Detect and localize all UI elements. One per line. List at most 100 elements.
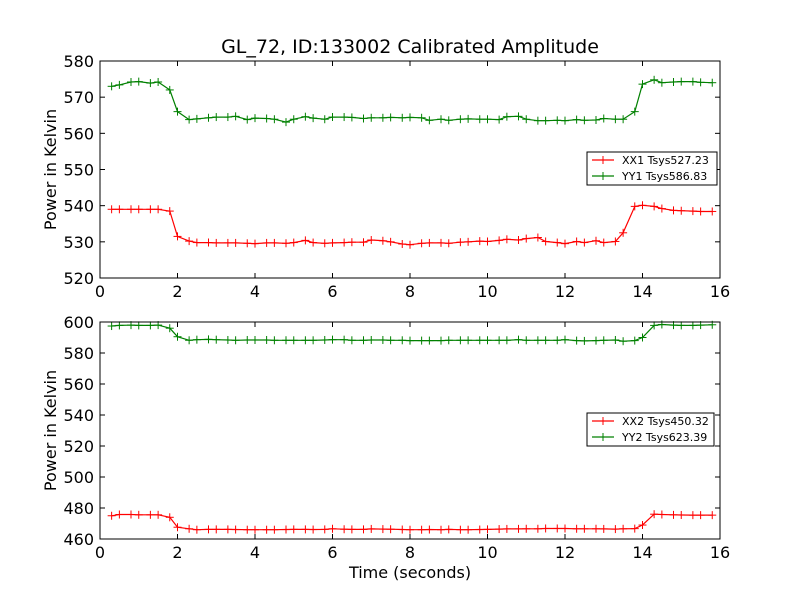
data-point <box>677 77 686 86</box>
legend-marker <box>599 156 607 164</box>
data-point <box>212 113 221 122</box>
data-point <box>289 238 298 247</box>
data-point <box>173 332 182 341</box>
data-point <box>212 335 221 344</box>
data-point <box>425 116 434 125</box>
x-tick-label: 0 <box>95 282 105 301</box>
data-point <box>378 236 387 245</box>
data-point <box>406 240 414 249</box>
x-tick-label: 16 <box>710 282 730 301</box>
data-point <box>417 239 426 248</box>
data-point <box>127 77 135 86</box>
data-point <box>619 524 628 533</box>
data-point <box>328 335 337 344</box>
data-point <box>541 237 550 246</box>
data-point <box>657 510 666 519</box>
data-point <box>367 113 376 122</box>
data-point <box>677 510 686 519</box>
data-point <box>688 207 697 216</box>
data-point <box>398 336 407 345</box>
legend-marker <box>599 433 607 441</box>
data-point <box>146 205 155 214</box>
legend-label: XX1 Tsys527.23 <box>622 154 709 167</box>
data-point <box>378 335 387 344</box>
data-point <box>514 335 523 344</box>
data-point <box>192 238 201 247</box>
legend-box <box>586 412 715 447</box>
data-point <box>483 525 492 534</box>
data-point <box>592 236 600 245</box>
data-point <box>619 337 628 346</box>
data-point <box>553 336 562 345</box>
data-point <box>417 525 426 534</box>
data-point <box>185 115 194 124</box>
data-point <box>650 75 659 84</box>
x-tick-label: 2 <box>172 282 182 301</box>
data-point <box>173 107 182 116</box>
legend-entry: YY2 Tsys623.39 <box>592 431 707 444</box>
data-point <box>475 115 484 124</box>
x-tick-label: 8 <box>405 282 415 301</box>
data-point <box>386 113 395 122</box>
data-point <box>107 205 116 214</box>
data-point <box>243 239 252 248</box>
data-point <box>650 321 659 330</box>
data-point <box>154 510 163 519</box>
data-point <box>231 112 240 121</box>
data-point <box>301 525 310 534</box>
data-point <box>282 525 290 534</box>
data-point <box>204 113 213 122</box>
y-tick-label: 570 <box>63 88 94 107</box>
data-point <box>115 321 124 330</box>
data-point <box>475 525 484 534</box>
data-point <box>572 115 581 124</box>
data-point <box>204 525 213 534</box>
data-point <box>688 321 697 330</box>
data-point <box>619 115 628 124</box>
data-point <box>561 335 569 344</box>
y-tick-label: 520 <box>63 437 94 456</box>
data-point <box>251 335 259 344</box>
data-point <box>688 511 697 520</box>
data-point <box>301 336 310 345</box>
data-point <box>173 523 182 532</box>
top-panel: 0 2 4 6 8 10 12 14 16 520 530 540 550 560 570 580 Power … <box>41 52 730 301</box>
data-point <box>688 77 697 86</box>
data-point <box>437 115 445 124</box>
data-point <box>146 510 155 519</box>
data-point <box>398 240 407 249</box>
data-point <box>282 336 290 345</box>
data-point <box>638 201 647 210</box>
data-point <box>417 113 426 122</box>
x-tick-label: 6 <box>327 543 337 562</box>
data-point <box>444 525 453 534</box>
data-point <box>204 335 213 344</box>
data-point <box>115 205 124 214</box>
data-point <box>127 205 135 214</box>
data-point <box>223 525 232 534</box>
data-point <box>533 336 542 345</box>
data-point <box>611 115 620 124</box>
data-point <box>243 115 252 124</box>
x-tick-label: 4 <box>250 543 260 562</box>
x-tick-label: 10 <box>477 543 497 562</box>
data-point <box>638 80 647 89</box>
data-point <box>437 525 445 534</box>
data-point <box>696 207 705 216</box>
data-point <box>282 239 290 248</box>
data-point <box>146 79 155 88</box>
y-tick-label: 540 <box>63 197 94 216</box>
data-point <box>561 524 569 533</box>
data-point <box>347 525 356 534</box>
data-point <box>165 207 174 216</box>
data-point <box>677 321 686 330</box>
chart-title: GL_72, ID:133002 Calibrated Amplitude <box>221 36 599 58</box>
data-point <box>599 238 608 247</box>
y-tick-label: 580 <box>63 52 94 71</box>
data-point <box>185 336 194 345</box>
data-point <box>212 525 221 534</box>
x-tick-label: 6 <box>327 282 337 301</box>
data-point <box>456 115 465 124</box>
data-point <box>456 238 465 247</box>
y-tick-label: 550 <box>63 161 94 180</box>
